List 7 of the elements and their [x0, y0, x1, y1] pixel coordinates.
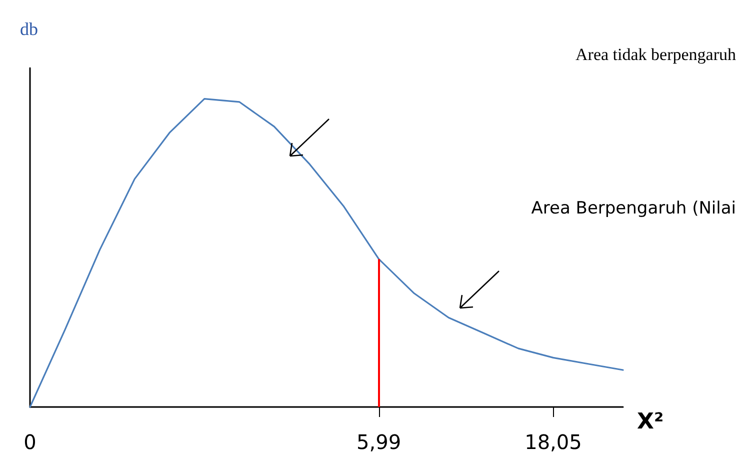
y-axis-title: db	[20, 19, 38, 39]
x-tick-label: 0	[24, 430, 36, 454]
annotation: Area Berpengaruh (Nilai	[531, 198, 736, 218]
x-tick-label: 18,05	[524, 430, 582, 454]
x-tick-label: 5,99	[356, 430, 402, 454]
x-axis-title: X²	[637, 410, 664, 434]
text: Area tidak berpengaruh	[576, 45, 736, 64]
